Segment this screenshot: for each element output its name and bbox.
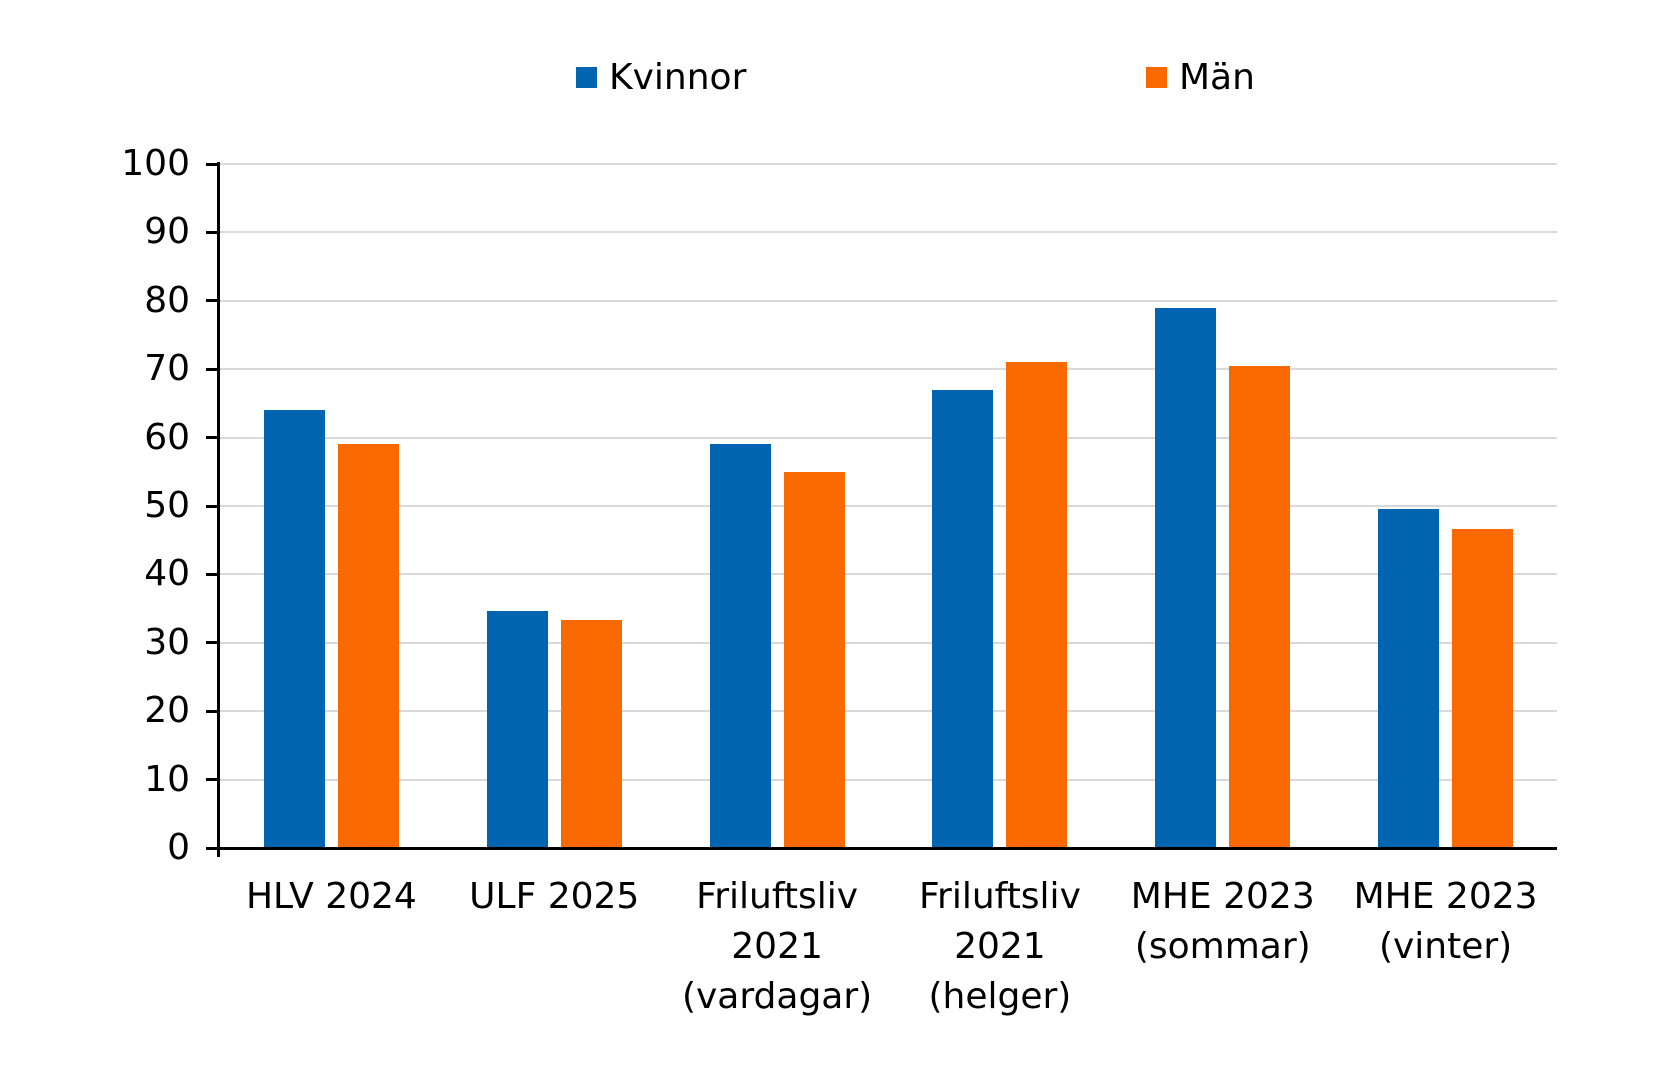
x-category-label-line: (helger) <box>928 976 1072 1017</box>
x-category-label-line: Friluftsliv <box>918 876 1081 917</box>
y-tick-label-60: 60 <box>144 416 190 458</box>
y-tick-30 <box>206 641 220 645</box>
gridline-60 <box>220 436 1557 439</box>
x-category-label-mhe-2023-sommar: MHE 2023 (sommar) <box>1112 872 1334 972</box>
bar-kvinnor-ulf-2025 <box>486 610 548 848</box>
y-tick-label-20: 20 <box>144 690 190 732</box>
x-category-label-line: 2021 <box>954 926 1046 967</box>
gridline-70 <box>220 368 1557 371</box>
gridline-40 <box>220 573 1557 576</box>
x-category-label-line: (sommar) <box>1134 926 1311 967</box>
bar-kvinnor-friluftsliv-2021-helger <box>932 389 994 848</box>
y-tick-label-30: 30 <box>144 621 190 663</box>
gridline-10 <box>220 778 1557 781</box>
y-tick-50 <box>206 504 220 508</box>
y-tick-label-70: 70 <box>144 348 190 390</box>
x-category-label-mhe-2023-vinter: MHE 2023 (vinter) <box>1335 872 1557 972</box>
y-tick-label-40: 40 <box>144 553 190 595</box>
y-tick-label-90: 90 <box>144 211 190 253</box>
gridline-80 <box>220 299 1557 302</box>
legend-entry-m-n: Män <box>1146 56 1255 98</box>
bar-m-n-friluftsliv-2021-vardagar <box>783 471 845 848</box>
bar-m-n-ulf-2025 <box>560 619 622 848</box>
legend-swatch-kvinnor <box>576 66 597 88</box>
legend-entry-kvinnor: Kvinnor <box>576 56 746 98</box>
y-tick-label-10: 10 <box>144 758 190 800</box>
x-category-label-line: MHE 2023 <box>1353 876 1538 917</box>
y-tick-label-50: 50 <box>144 485 190 526</box>
y-tick-label-0: 0 <box>167 827 190 868</box>
gridline-50 <box>220 505 1557 507</box>
legend-label-kvinnor: Kvinnor <box>609 56 747 98</box>
y-tick-label-80: 80 <box>144 279 190 321</box>
gridline-30 <box>220 641 1557 644</box>
bar-kvinnor-mhe-2023-vinter <box>1378 509 1440 848</box>
gridline-100 <box>220 163 1557 165</box>
x-category-label-line: HLV 2024 <box>245 876 417 917</box>
x-category-label-line: ULF 2025 <box>469 876 640 917</box>
y-tick-90 <box>206 230 220 234</box>
y-tick-100 <box>206 162 220 166</box>
bar-m-n-friluftsliv-2021-helger <box>1006 362 1068 848</box>
y-tick-label-100: 100 <box>121 143 190 184</box>
bar-kvinnor-mhe-2023-sommar <box>1155 307 1217 848</box>
gridline-20 <box>220 710 1557 713</box>
x-category-label-line: MHE 2023 <box>1130 876 1315 917</box>
x-category-label-ulf-2025: ULF 2025 <box>443 872 665 922</box>
y-tick-70 <box>206 367 220 371</box>
x-category-label-line: (vinter) <box>1378 926 1513 967</box>
x-axis-line <box>220 846 1557 850</box>
y-tick-60 <box>206 436 220 440</box>
legend-label-m-n: Män <box>1179 56 1255 98</box>
y-axis-line <box>217 162 220 857</box>
x-category-label-friluftsliv-2021-vardagar: Friluftsliv 2021 (vardagar) <box>666 872 888 1022</box>
x-category-label-line: 2021 <box>731 926 823 967</box>
bar-m-n-hlv-2024 <box>337 444 399 848</box>
x-category-label-friluftsliv-2021-helger: Friluftsliv 2021 (helger) <box>889 872 1111 1022</box>
bar-kvinnor-hlv-2024 <box>263 410 325 848</box>
legend-swatch-m-n <box>1146 66 1167 88</box>
y-tick-20 <box>206 709 220 713</box>
x-category-label-line: (vardagar) <box>681 976 873 1017</box>
y-tick-80 <box>206 299 220 303</box>
x-category-label-line: Friluftsliv <box>696 876 859 917</box>
y-tick-10 <box>206 778 220 782</box>
bar-m-n-mhe-2023-sommar <box>1229 365 1291 848</box>
x-category-label-hlv-2024: HLV 2024 <box>220 872 442 922</box>
bar-m-n-mhe-2023-vinter <box>1452 528 1514 848</box>
y-tick-40 <box>206 572 220 576</box>
y-tick-0 <box>206 846 220 850</box>
gridline-90 <box>220 231 1557 234</box>
bar-kvinnor-friluftsliv-2021-vardagar <box>709 444 771 848</box>
